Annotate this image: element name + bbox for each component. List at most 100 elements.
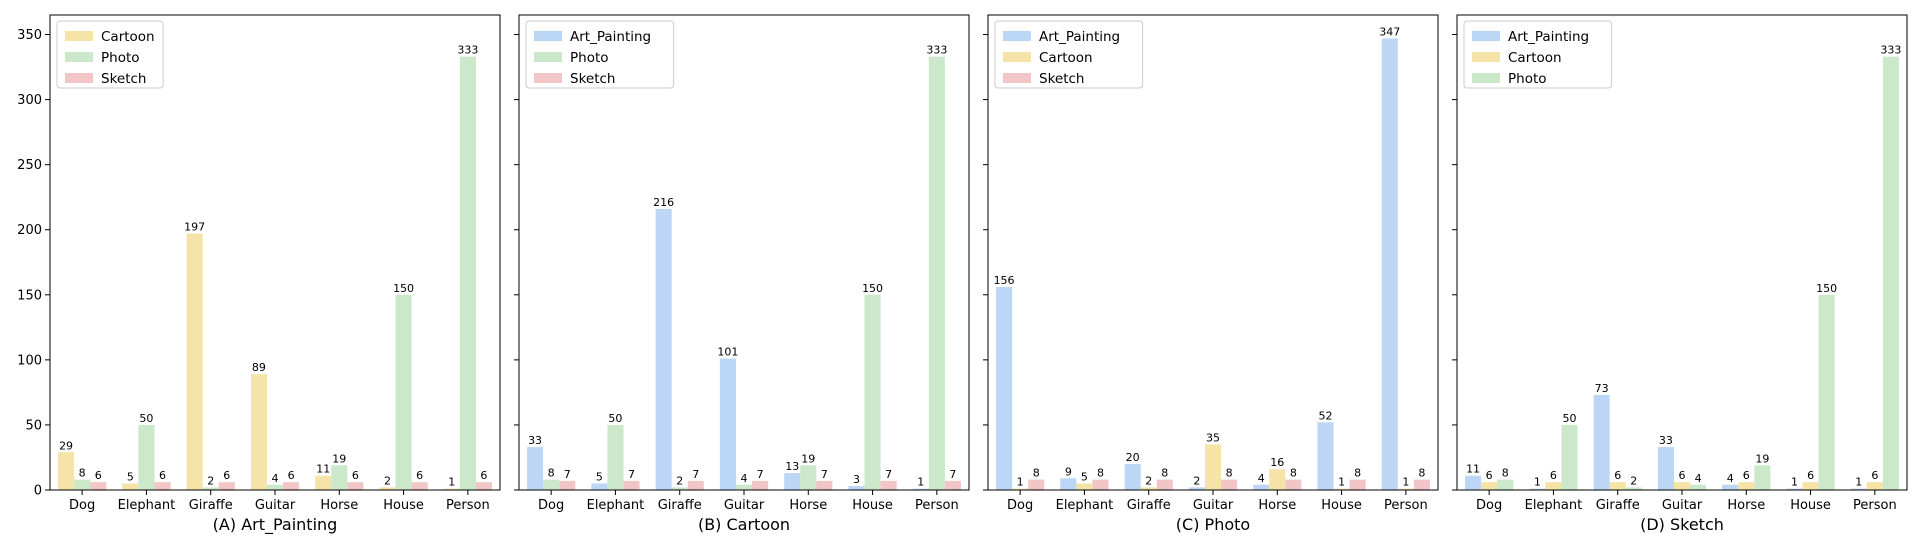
- data-label: 6: [1679, 469, 1686, 482]
- legend-label: Cartoon: [1039, 50, 1093, 66]
- data-label: 8: [1290, 467, 1297, 480]
- data-label: 19: [801, 452, 815, 465]
- bar: [138, 424, 155, 490]
- bar: [719, 358, 736, 490]
- bar: [559, 480, 576, 490]
- x-tick-label: Guitar: [1662, 498, 1703, 513]
- data-label: 5: [127, 470, 134, 483]
- bar: [816, 480, 833, 490]
- data-label: 2: [1145, 474, 1152, 487]
- data-label: 11: [1466, 463, 1480, 476]
- legend-swatch: [534, 52, 562, 62]
- bar: [266, 484, 284, 490]
- data-label: 2: [1193, 474, 1200, 487]
- legend-swatch: [1472, 52, 1500, 62]
- bar: [1690, 484, 1707, 490]
- data-label: 7: [564, 468, 571, 481]
- bar: [928, 56, 945, 490]
- bar: [944, 480, 961, 490]
- bar: [1497, 479, 1514, 490]
- legend-label: Photo: [1508, 71, 1547, 87]
- legend-label: Sketch: [1039, 71, 1084, 87]
- data-label: 89: [252, 361, 266, 374]
- data-label: 20: [1126, 451, 1140, 464]
- data-label: 8: [1161, 467, 1168, 480]
- chart-panel-2: 33 5 216 101 13 3 1 8 50 2 4 19 150 333 7 7 7 7 7 7 7 Dog Elep…: [514, 14, 970, 534]
- bar: [1545, 482, 1562, 490]
- data-label: 6: [1807, 469, 1814, 482]
- chart-panel-1: 29 5 197 89 11 2 1 8 50 2 4 19 150 333 6 6 6 6 6 6 6 0 50 100 15…: [17, 14, 501, 535]
- bar: [527, 447, 544, 490]
- bar: [331, 465, 348, 490]
- data-label: 150: [1816, 282, 1837, 295]
- bar: [1850, 488, 1867, 490]
- data-label: 347: [1379, 25, 1400, 38]
- data-label: 8: [548, 467, 555, 480]
- legend-label: Cartoon: [101, 29, 155, 45]
- bar: [912, 488, 929, 490]
- bar: [90, 482, 107, 490]
- bar: [864, 294, 881, 490]
- bar: [283, 482, 300, 490]
- data-label: 4: [272, 472, 279, 485]
- bar: [1269, 469, 1286, 490]
- x-tick-label: Giraffe: [658, 498, 702, 513]
- legend-box: [994, 20, 1144, 89]
- bar: [848, 486, 865, 490]
- x-tick-label: Person: [1853, 498, 1897, 513]
- bar: [1593, 395, 1610, 490]
- data-label: 35: [1206, 431, 1220, 444]
- bar: [1465, 475, 1482, 490]
- x-tick-label: Horse: [1258, 498, 1296, 513]
- x-tick-label: Horse: [789, 498, 827, 513]
- y-tick-label: 300: [17, 93, 42, 108]
- x-tick-label: Dog: [538, 498, 564, 513]
- x-tick-label: Dog: [1476, 498, 1502, 513]
- bar: [443, 488, 460, 490]
- bar: [1140, 487, 1157, 490]
- bar: [1673, 482, 1691, 490]
- legend-box: [1463, 20, 1613, 89]
- bar: [1882, 56, 1899, 490]
- bar: [250, 374, 267, 490]
- legend-swatch: [1003, 52, 1031, 62]
- data-label: 216: [653, 196, 674, 209]
- bar: [607, 424, 624, 490]
- bar: [735, 484, 753, 490]
- data-label: 13: [785, 460, 799, 473]
- legend-swatch: [534, 73, 562, 83]
- bar: [880, 480, 897, 490]
- x-tick-label: Guitar: [255, 498, 296, 513]
- data-label: 9: [1065, 465, 1072, 478]
- legend-swatch: [65, 31, 93, 41]
- y-tick-label: 50: [25, 418, 42, 433]
- bar: [379, 487, 396, 490]
- bar: [800, 465, 817, 490]
- data-label: 16: [1270, 456, 1284, 469]
- data-label: 333: [1880, 44, 1901, 57]
- x-tick-label: Person: [915, 498, 959, 513]
- legend-label: Photo: [570, 50, 609, 66]
- data-label: 1: [1338, 476, 1345, 489]
- data-label: 7: [692, 468, 699, 481]
- legend-label: Cartoon: [1508, 50, 1562, 66]
- data-label: 4: [1727, 472, 1734, 485]
- data-label: 8: [1354, 467, 1361, 480]
- bar: [1188, 487, 1205, 490]
- data-label: 2: [676, 474, 683, 487]
- legend: Cartoon Photo Sketch: [56, 20, 164, 89]
- bar: [1285, 479, 1302, 490]
- bar: [459, 56, 476, 490]
- data-label: 19: [332, 452, 346, 465]
- x-tick-label: House: [1321, 498, 1362, 513]
- legend-swatch: [65, 52, 93, 62]
- x-axis-title: (D) Sketch: [1640, 515, 1724, 534]
- data-label: 6: [159, 469, 166, 482]
- data-label: 2: [1630, 474, 1637, 487]
- data-label: 197: [184, 221, 205, 234]
- data-label: 33: [528, 434, 542, 447]
- data-label: 1: [1534, 476, 1541, 489]
- legend-swatch: [65, 73, 93, 83]
